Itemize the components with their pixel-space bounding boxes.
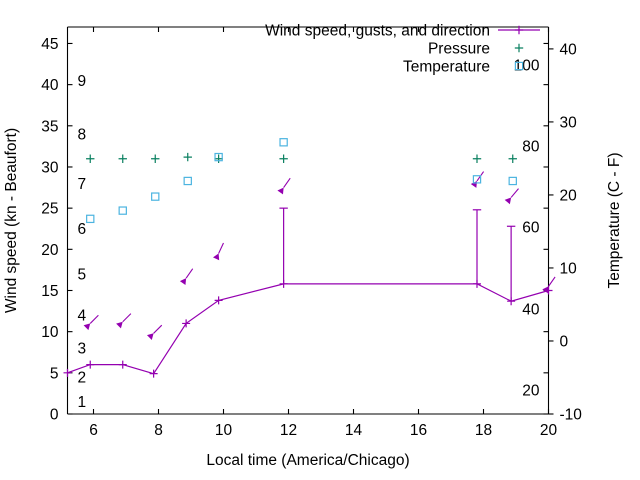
y-tick-label: 40 xyxy=(41,77,59,94)
wind-direction-arrow xyxy=(179,278,187,286)
wind-direction-arrow xyxy=(504,197,512,205)
pressure-point xyxy=(214,154,223,163)
temperature-point xyxy=(279,138,288,147)
legend-sample-pressure-marker xyxy=(514,43,524,53)
y2-axis-title: Temperature (C - F) xyxy=(606,152,623,288)
wind-direction-shaft xyxy=(153,324,163,334)
temperature-point xyxy=(151,192,160,201)
y2-tick-label: -10 xyxy=(560,407,583,424)
y-tick-label: 30 xyxy=(41,159,59,176)
beaufort-label: 5 xyxy=(78,267,87,284)
beaufort-label: 1 xyxy=(78,394,87,411)
wind-speed-point xyxy=(182,319,191,328)
y2-tick-label: 10 xyxy=(560,260,578,277)
wind-speed-line xyxy=(67,283,549,375)
y-tick-label: 45 xyxy=(41,36,58,53)
y-tick-label: 0 xyxy=(50,407,59,424)
beaufort-label: 4 xyxy=(78,308,87,325)
x-tick-label: 10 xyxy=(215,422,233,439)
x-tick-label: 14 xyxy=(345,422,363,439)
wind-speed-point xyxy=(63,368,72,377)
wind-direction-arrow xyxy=(146,333,154,340)
pressure-point xyxy=(86,154,95,163)
wind-direction-shaft xyxy=(510,188,519,198)
wind-direction-shaft xyxy=(283,177,291,188)
wind-speed-point xyxy=(86,360,95,369)
y-tick-label: 15 xyxy=(41,283,58,300)
beaufort-label: 6 xyxy=(78,221,87,238)
fahrenheit-label: 80 xyxy=(522,139,540,156)
temperature-point xyxy=(183,176,192,186)
temperature-point xyxy=(472,175,482,184)
y-axis-title: Wind speed (kn - Beaufort) xyxy=(3,128,20,313)
temperature-point xyxy=(214,152,223,162)
wind-direction-shaft xyxy=(218,242,224,254)
pressure-point xyxy=(472,154,482,163)
fahrenheit-label: 40 xyxy=(522,301,540,318)
wind-speed-point xyxy=(118,360,127,369)
y2-tick-label: 20 xyxy=(560,187,578,204)
beaufort-label: 8 xyxy=(78,127,87,144)
y2-tick-label: 30 xyxy=(560,114,578,131)
wind-direction-shaft xyxy=(122,313,132,323)
x-axis-title: Local time (America/Chicago) xyxy=(206,452,409,469)
beaufort-label: 7 xyxy=(78,176,87,193)
pressure-point xyxy=(279,154,288,163)
y-tick-label: 5 xyxy=(50,365,59,382)
x-tick-label: 20 xyxy=(540,422,558,439)
wind-direction-shaft xyxy=(185,268,194,279)
beaufort-label: 3 xyxy=(78,341,87,358)
beaufort-label: 2 xyxy=(78,369,87,386)
x-tick-label: 12 xyxy=(280,422,297,439)
pressure-point xyxy=(118,154,127,163)
legend-sample-wind-marker xyxy=(514,25,524,35)
x-tick-label: 8 xyxy=(154,422,163,439)
beaufort-label: 9 xyxy=(78,73,87,90)
wind-direction-arrow xyxy=(116,321,123,329)
legend-label-wind: Wind speed, gusts, and direction xyxy=(265,23,490,40)
x-tick-label: 18 xyxy=(475,422,492,439)
legend-sample-temperature-marker xyxy=(514,61,524,71)
y-tick-label: 25 xyxy=(41,201,58,218)
y-tick-label: 20 xyxy=(41,242,59,259)
temperature-point xyxy=(508,176,517,186)
temperature-point xyxy=(86,214,95,224)
y-tick-label: 35 xyxy=(41,118,58,135)
y2-tick-label: 0 xyxy=(560,333,569,350)
wind-direction-shaft xyxy=(89,314,99,324)
fahrenheit-label: 20 xyxy=(522,382,540,399)
y-tick-label: 10 xyxy=(41,324,59,341)
pressure-point xyxy=(151,154,160,163)
wind-direction-arrow xyxy=(277,187,284,195)
temperature-point xyxy=(118,206,127,215)
wind-direction-arrow xyxy=(213,253,220,261)
pressure-point xyxy=(508,154,517,163)
wind-direction-arrow xyxy=(83,323,91,331)
x-tick-label: 6 xyxy=(89,422,98,439)
fahrenheit-label: 100 xyxy=(514,57,540,74)
pressure-point xyxy=(183,152,192,162)
y2-tick-label: 40 xyxy=(560,41,578,58)
wind-speed-point xyxy=(214,296,223,305)
x-tick-label: 16 xyxy=(410,422,427,439)
wind-direction-arrow xyxy=(542,286,549,294)
fahrenheit-label: 60 xyxy=(522,220,540,237)
wind-speed-point xyxy=(149,369,158,378)
legend-label-pressure: Pressure xyxy=(428,41,490,58)
legend-label-temperature: Temperature xyxy=(403,59,490,76)
wind-direction-shaft xyxy=(548,276,556,287)
